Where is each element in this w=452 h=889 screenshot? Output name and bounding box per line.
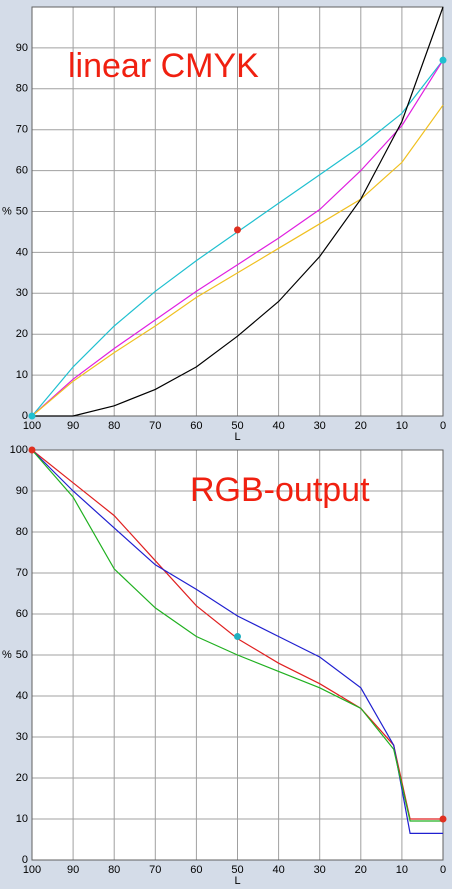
point-marker — [28, 446, 36, 454]
y-axis-label: % — [2, 205, 12, 217]
y-tick-label: 90 — [16, 42, 28, 54]
y-tick-label: 60 — [16, 165, 28, 177]
point-marker — [439, 815, 447, 823]
y-tick-label: 20 — [16, 328, 28, 340]
x-tick-label: 40 — [272, 420, 284, 432]
x-tick-label: 80 — [108, 420, 120, 432]
point-marker — [28, 412, 36, 420]
x-tick-label: 70 — [149, 864, 161, 876]
point-marker — [234, 633, 241, 641]
plot-border — [31, 449, 444, 861]
x-tick-label: 20 — [355, 420, 367, 432]
y-axis-label: % — [2, 649, 12, 661]
x-tick-label: 60 — [190, 420, 202, 432]
y-tick-label: 60 — [16, 608, 28, 620]
y-tick-label: 90 — [16, 485, 28, 497]
series-line — [31, 449, 443, 822]
x-tick-label: 90 — [67, 420, 79, 432]
x-tick-label: 40 — [272, 864, 284, 876]
point-marker — [234, 226, 241, 234]
x-tick-label: 30 — [314, 420, 326, 432]
plot-border — [31, 6, 444, 417]
x-tick-label: 0 — [440, 864, 446, 876]
x-tick-label: 50 — [231, 420, 243, 432]
y-tick-label: 70 — [16, 567, 28, 579]
series-line — [31, 104, 444, 417]
x-tick-label: 0 — [440, 420, 446, 432]
chart-title: linear CMYK — [68, 47, 259, 85]
y-tick-label: 10 — [16, 369, 28, 381]
y-tick-label: 0 — [22, 410, 28, 422]
y-tick-label: 20 — [16, 772, 28, 784]
point-marker — [439, 56, 447, 64]
x-axis-label: L — [234, 875, 240, 887]
y-tick-label: 30 — [16, 731, 28, 743]
x-tick-label: 70 — [149, 420, 161, 432]
y-tick-label: 0 — [22, 854, 28, 866]
x-axis-label: L — [234, 431, 240, 443]
y-tick-label: 40 — [16, 246, 28, 258]
x-tick-label: 10 — [396, 864, 408, 876]
x-tick-label: 80 — [108, 864, 120, 876]
y-tick-label: 50 — [16, 649, 28, 661]
y-tick-label: 100 — [10, 444, 28, 456]
series-line — [31, 59, 444, 417]
y-tick-label: 30 — [16, 287, 28, 299]
x-tick-label: 90 — [67, 864, 79, 876]
chart-title: RGB-output — [190, 471, 370, 509]
y-tick-label: 10 — [16, 813, 28, 825]
y-tick-label: 80 — [16, 83, 28, 95]
y-tick-label: 70 — [16, 124, 28, 136]
x-tick-label: 30 — [314, 864, 326, 876]
x-tick-label: 20 — [355, 864, 367, 876]
y-tick-label: 50 — [16, 205, 28, 217]
x-tick-label: 50 — [231, 864, 243, 876]
y-tick-label: 80 — [16, 526, 28, 538]
x-tick-label: 10 — [396, 420, 408, 432]
x-tick-label: 100 — [23, 864, 41, 876]
x-tick-label: 60 — [190, 864, 202, 876]
series-line — [32, 6, 444, 417]
x-tick-label: 100 — [23, 420, 41, 432]
y-tick-label: 40 — [16, 690, 28, 702]
